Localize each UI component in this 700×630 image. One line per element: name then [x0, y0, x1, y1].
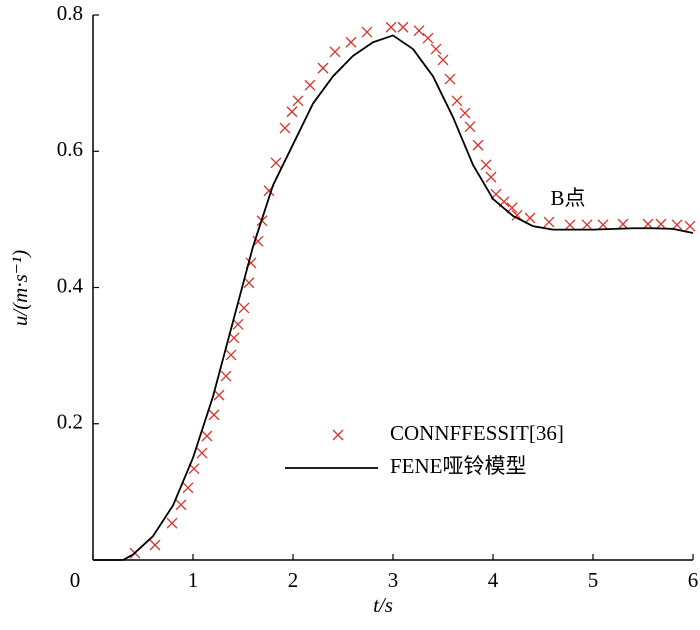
- marker: [485, 171, 497, 183]
- x-tick-label: 6: [688, 568, 699, 592]
- marker: [444, 73, 456, 85]
- marker: [279, 122, 291, 134]
- x-tick-label: 4: [488, 568, 499, 592]
- marker: [564, 219, 576, 231]
- marker: [213, 389, 225, 401]
- marker: [317, 62, 329, 74]
- marker: [684, 220, 696, 232]
- annotation: B点: [550, 186, 585, 210]
- marker: [459, 107, 471, 119]
- marker: [430, 43, 442, 55]
- marker: [329, 46, 341, 58]
- marker: [286, 106, 298, 118]
- marker: [196, 447, 208, 459]
- marker: [220, 370, 232, 382]
- marker: [304, 79, 316, 91]
- x-tick-label: 0: [70, 568, 81, 592]
- marker: [175, 499, 187, 511]
- y-tick-label: 0.2: [57, 410, 83, 434]
- marker: [437, 54, 449, 66]
- marker: [422, 32, 434, 44]
- marker: [238, 302, 250, 314]
- marker: [413, 25, 425, 37]
- marker: [385, 21, 397, 33]
- marker: [292, 95, 304, 107]
- marker: [464, 121, 476, 133]
- marker: [480, 159, 492, 171]
- marker: [361, 26, 373, 38]
- line: [93, 34, 694, 561]
- legend-marker: [332, 429, 344, 441]
- marker: [345, 36, 357, 48]
- y-axis-label: u/(m·s⁻¹): [8, 250, 32, 326]
- marker: [225, 349, 237, 361]
- marker: [451, 95, 463, 107]
- marker: [182, 482, 194, 494]
- x-tick-label: 2: [288, 568, 299, 592]
- x-axis-label: t/s: [373, 593, 393, 617]
- marker: [252, 235, 264, 247]
- marker: [581, 219, 593, 231]
- x-tick-label: 5: [588, 568, 599, 592]
- marker: [524, 212, 536, 224]
- marker: [201, 430, 213, 442]
- marker: [232, 318, 244, 330]
- marker: [655, 218, 667, 230]
- marker: [166, 517, 178, 529]
- marker: [208, 409, 220, 421]
- marker: [270, 157, 282, 169]
- marker: [149, 539, 161, 551]
- x-tick-label: 3: [388, 568, 399, 592]
- legend-label: FENE哑铃模型: [390, 454, 527, 478]
- marker: [511, 209, 523, 221]
- marker: [397, 21, 409, 33]
- x-tick-label: 1: [188, 568, 199, 592]
- y-tick-label: 0.6: [57, 137, 83, 161]
- y-tick-label: 0.4: [57, 273, 84, 297]
- marker: [243, 277, 255, 289]
- marker: [472, 139, 484, 151]
- marker: [543, 216, 555, 228]
- marker: [617, 218, 629, 230]
- marker: [597, 219, 609, 231]
- marker: [228, 332, 240, 344]
- y-tick-label: 0.8: [57, 1, 83, 25]
- legend-label: CONNFFESSIT[36]: [390, 421, 564, 445]
